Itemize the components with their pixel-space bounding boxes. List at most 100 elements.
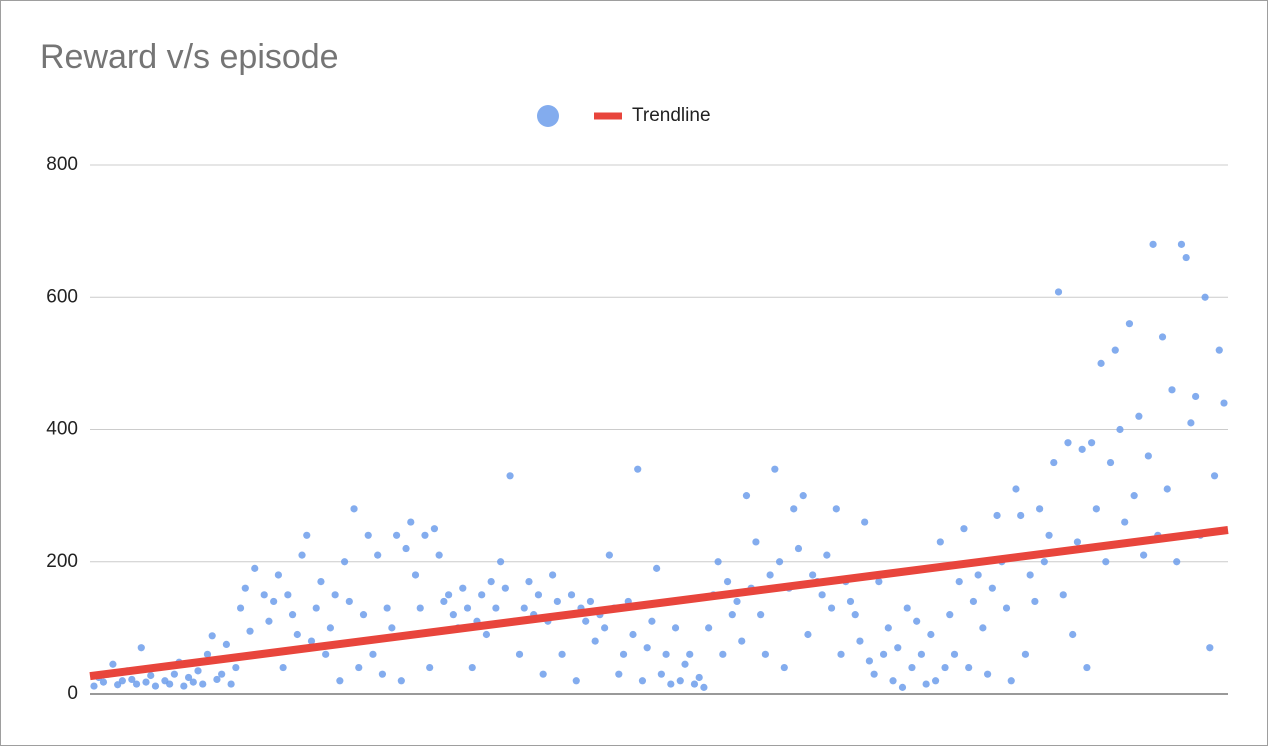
scatter-point [757, 611, 765, 619]
scatter-point [917, 650, 926, 658]
scatter-point [752, 538, 760, 546]
scatter-point [723, 577, 732, 586]
scatter-point [690, 680, 699, 688]
scatter-point [889, 677, 897, 685]
legend-marker [537, 105, 559, 127]
scatter-point [1168, 386, 1176, 394]
scatter-point [1192, 392, 1200, 401]
scatter-point [875, 577, 883, 586]
scatter-point [851, 611, 859, 619]
scatter-point [1064, 439, 1072, 447]
scatter-point [1201, 293, 1209, 301]
scatter-point [378, 670, 387, 678]
scatter-point [1069, 630, 1077, 639]
scatter-point [913, 617, 921, 625]
scatter-point [293, 630, 301, 639]
scatter-point [1045, 531, 1053, 539]
scatter-point [118, 677, 126, 685]
scatter-point [147, 671, 155, 680]
scatter-point [364, 531, 372, 539]
scatter-point [307, 637, 316, 645]
scatter-point [634, 465, 642, 473]
scatter-point [166, 680, 174, 688]
scatter-point [804, 630, 812, 639]
scatter-point [478, 591, 486, 599]
scatter-point [1135, 412, 1143, 420]
scatter-point [676, 677, 684, 685]
scatter-point [1173, 558, 1181, 566]
scatter-point [445, 591, 453, 599]
scatter-point [936, 538, 944, 546]
scatter-point [402, 544, 410, 553]
scatter-point [695, 673, 703, 682]
trendline [89, 526, 1229, 681]
scatter-point [1215, 346, 1223, 354]
scatter-point [638, 677, 647, 685]
scatter-point [1116, 425, 1124, 434]
scatter-point [1017, 511, 1025, 520]
scatter-point [629, 630, 637, 639]
scatter-point [662, 650, 670, 658]
scatter-point [1111, 346, 1119, 354]
scatter-point [203, 650, 212, 658]
scatter-point [1102, 558, 1110, 566]
scatter-point [903, 604, 911, 612]
scatter-point [1187, 419, 1195, 427]
scatter-point [728, 611, 736, 619]
scatter-point [549, 571, 557, 579]
scatter-point [265, 617, 273, 625]
scatter-point [383, 604, 391, 612]
scatter-point [960, 525, 968, 533]
scatter-point [539, 670, 547, 678]
scatter-point [657, 670, 665, 678]
scatter-point [1083, 663, 1091, 672]
scatter-point [799, 492, 807, 500]
scatter-point [818, 591, 826, 599]
scatter-point [317, 577, 325, 586]
scatter-point [1026, 571, 1034, 579]
scatter-point [468, 663, 476, 672]
scatter-point [194, 667, 202, 675]
scatter-point [440, 597, 448, 606]
scatter-point [714, 558, 722, 566]
scatter-point [288, 611, 297, 619]
scatter-point [232, 663, 240, 672]
scatter-point [922, 680, 930, 688]
scatter-point [274, 571, 282, 579]
scatter-point [1050, 458, 1058, 467]
scatter-point [128, 675, 136, 684]
scatter-point [1130, 492, 1138, 500]
scatter-point [719, 650, 727, 658]
scatter-point [733, 597, 741, 606]
scatter-point [884, 624, 892, 632]
scatter-point [974, 571, 982, 579]
scatter-point [766, 571, 774, 579]
scatter-point [979, 624, 987, 632]
scatter-point [1036, 505, 1044, 513]
scatter-point [856, 637, 864, 645]
scatter-point [482, 630, 491, 639]
scatter-point [1002, 604, 1011, 612]
y-tick-label: 800 [46, 154, 78, 175]
scatter-point [591, 637, 599, 645]
scatter-point [355, 663, 363, 672]
scatter-point [671, 624, 680, 632]
scatter-point [582, 617, 590, 625]
scatter-point [969, 597, 978, 606]
scatter-point [534, 591, 543, 599]
scatter-point [738, 637, 746, 645]
scatter-point [771, 465, 779, 473]
scatter-point [340, 558, 349, 566]
scatter-point [1158, 333, 1167, 341]
scatter-point [331, 591, 339, 599]
scatter-point [374, 551, 382, 559]
scatter-point [1078, 445, 1086, 453]
scatter-point [501, 584, 509, 592]
scatter-point [213, 675, 221, 684]
scatter-point [1144, 452, 1152, 460]
scatter-point [1163, 485, 1171, 493]
scatter-point [312, 604, 320, 612]
scatter-point [619, 650, 628, 658]
scatter-point [586, 597, 595, 606]
